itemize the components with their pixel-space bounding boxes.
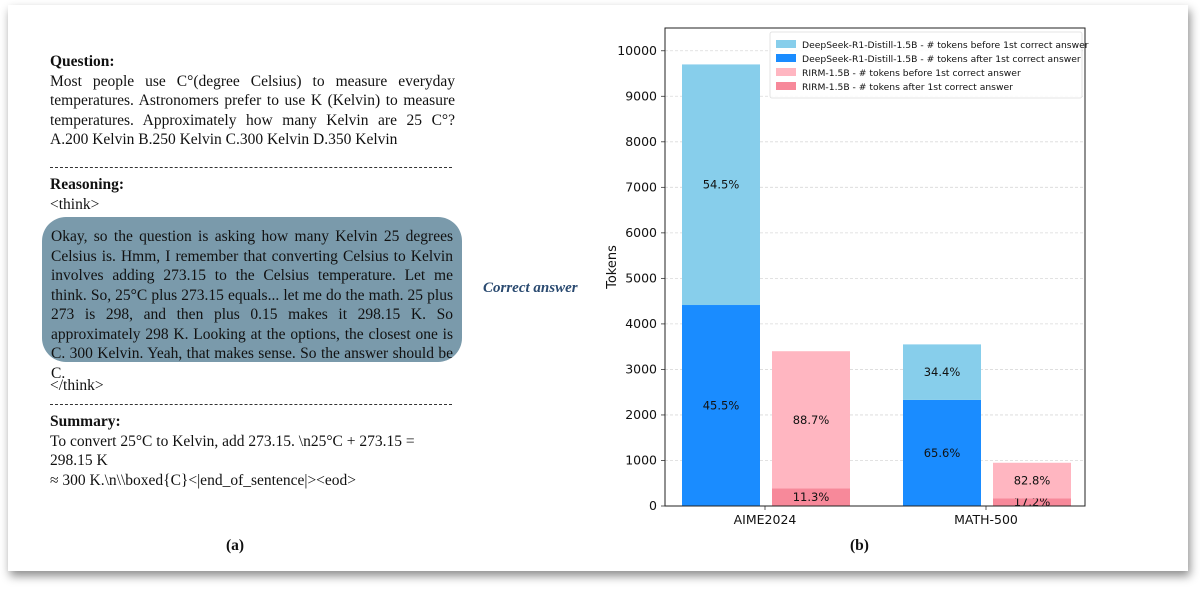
bar-segment (682, 305, 760, 506)
correct-answer-label: Correct answer (483, 280, 578, 296)
x-tick-label: AIME2024 (734, 512, 797, 527)
y-tick-label: 3000 (625, 361, 657, 376)
bar-data-label: 45.5% (703, 399, 740, 413)
summary-line-2: ≈ 300 K.\n\\boxed{C}<|end_of_sentence|><… (50, 471, 357, 489)
bar-segment (903, 399, 981, 506)
question-block: Question: Most people use C°(degree Cels… (50, 52, 455, 150)
legend-swatch (776, 82, 796, 90)
reasoning-bubble: Okay, so the question is asking how many… (42, 217, 462, 382)
legend-swatch (776, 68, 796, 76)
y-tick-label: 6000 (625, 225, 657, 240)
caption-a: (a) (226, 537, 245, 554)
think-open-tag: <think> (50, 195, 100, 213)
legend-box (769, 31, 1083, 99)
divider-bottom (50, 404, 452, 405)
question-heading: Question: (50, 53, 115, 70)
y-tick-label: 10000 (617, 43, 657, 58)
legend-swatch (776, 40, 796, 48)
summary-line-1: To convert 25°C to Kelvin, add 273.15. \… (50, 432, 415, 470)
y-tick-label: 5000 (625, 270, 657, 285)
question-text: Most people use C°(degree Celsius) to me… (50, 72, 455, 149)
y-tick-label: 7000 (625, 179, 657, 194)
bar-segment (772, 488, 850, 506)
legend-swatch (776, 54, 796, 62)
y-tick-label: 4000 (625, 316, 657, 331)
reasoning-block: Reasoning: <think> (50, 175, 455, 214)
bar-data-label: 54.5% (703, 178, 740, 192)
bar-segment (903, 344, 981, 400)
bar-segment (772, 351, 850, 489)
bar-data-label: 82.8% (1014, 474, 1051, 488)
y-tick-label: 8000 (625, 134, 657, 149)
bar-data-label: 11.3% (793, 490, 830, 504)
plot-frame (664, 27, 1086, 507)
bar-segment (993, 498, 1071, 506)
legend-label: RIRM-1.5B - # tokens before 1st correct … (802, 68, 1021, 79)
y-tick-label: 1000 (625, 452, 657, 467)
y-tick-label: 2000 (625, 407, 657, 422)
y-tick-label: 9000 (625, 88, 657, 103)
bar-segment (993, 462, 1071, 499)
x-tick-label: MATH-500 (954, 512, 1018, 527)
summary-block: Summary: To convert 25°C to Kelvin, add … (50, 412, 455, 490)
bar-data-label: 65.6% (924, 446, 961, 460)
legend-label: DeepSeek-R1-Distill-1.5B - # tokens afte… (802, 54, 1081, 65)
legend-label: RIRM-1.5B - # tokens after 1st correct a… (802, 82, 1013, 93)
reasoning-heading: Reasoning: (50, 176, 125, 193)
summary-heading: Summary: (50, 413, 121, 430)
reasoning-text: Okay, so the question is asking how many… (51, 228, 453, 382)
divider-top (50, 167, 452, 168)
y-tick-label: 0 (649, 498, 657, 513)
legend-label: DeepSeek-R1-Distill-1.5B - # tokens befo… (802, 40, 1089, 51)
bar-segment (682, 64, 760, 306)
bar-data-label: 88.7% (793, 413, 830, 427)
bar-data-label: 34.4% (924, 365, 961, 379)
y-axis-label: Tokens (605, 245, 620, 290)
token-chart: 0 1000 2000 3000 4000 5000 6000 7000 8000 9000 100… (605, 27, 1089, 527)
think-close-tag: </think> (50, 377, 104, 394)
caption-b: (b) (850, 537, 869, 554)
